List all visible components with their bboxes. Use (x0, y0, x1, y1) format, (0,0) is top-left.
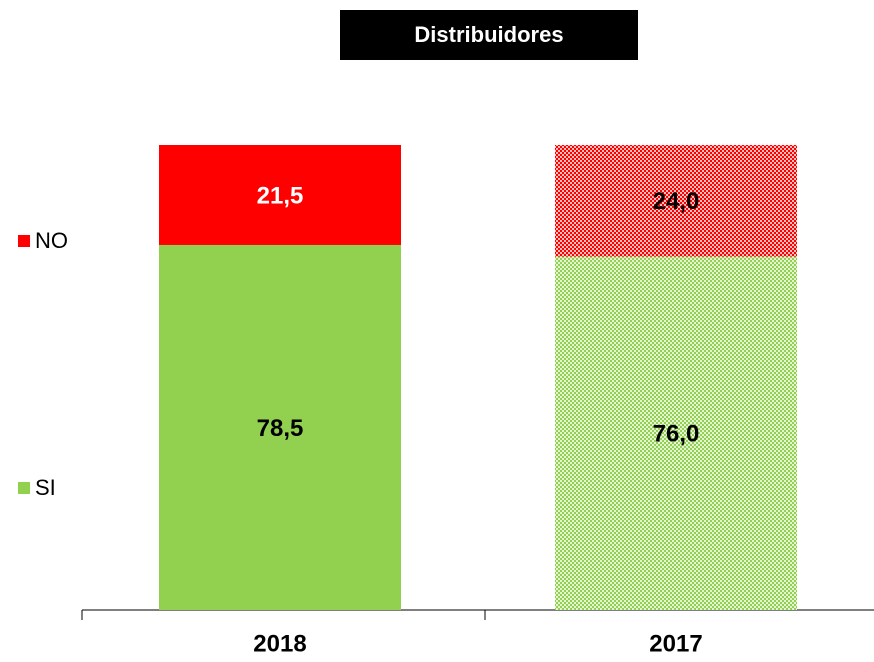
title-box (340, 10, 638, 60)
data-label: 21,5 (257, 182, 304, 209)
data-label: 78,5 (257, 415, 304, 442)
legend-label: SI (35, 475, 56, 500)
legend-label: NO (35, 228, 68, 253)
data-label: 24,0 (653, 188, 700, 215)
bar-segment (555, 145, 797, 257)
legend-swatch (18, 235, 30, 247)
x-tick-label: 2017 (649, 630, 702, 657)
chart-title: Distribuidores (414, 22, 563, 47)
bar-segment (159, 145, 401, 245)
data-label: 76,0 (653, 421, 700, 448)
legend-swatch (18, 482, 30, 494)
bar-segment (555, 256, 797, 610)
bar-segment (159, 244, 401, 610)
x-tick-label: 2018 (253, 630, 306, 657)
